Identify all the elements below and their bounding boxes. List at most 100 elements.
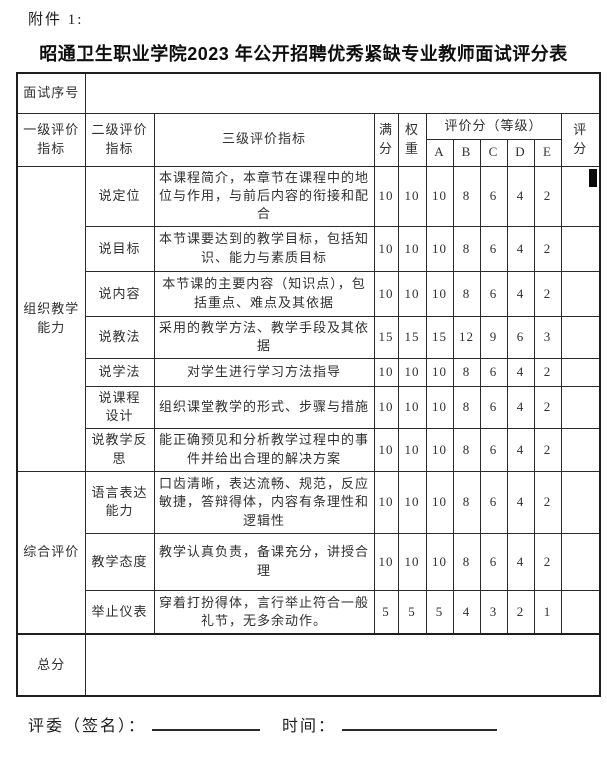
weight-cell: 10 <box>397 270 427 317</box>
interview-number-value-cell[interactable] <box>84 72 601 114</box>
grade-c-cell: 9 <box>479 315 508 359</box>
full-score-cell: 10 <box>373 225 399 272</box>
grade-b-cell: 8 <box>452 385 481 429</box>
grade-e-cell: 2 <box>533 470 562 534</box>
score-input-cell[interactable] <box>560 315 601 359</box>
grade-e-cell: 2 <box>533 427 562 472</box>
grade-c-cell: 6 <box>479 385 508 429</box>
description-cell: 采用的教学方法、教学手段及其依据 <box>153 315 375 359</box>
scan-artifact-mark <box>589 169 597 187</box>
grade-e-cell: 1 <box>533 589 562 635</box>
full-score-cell: 10 <box>373 532 399 591</box>
table-row: 说内容 本节课的主要内容（知识点），包括重点、难点及其依据 10 10 10 8… <box>17 270 601 317</box>
full-score-cell: 10 <box>373 470 399 534</box>
table-row: 综合评价 语言表达 能力 口齿清晰，表达流畅、规范，反应敏捷，答辩得体，内容有条… <box>16 470 601 635</box>
indicator-cell: 说目标 <box>84 225 155 272</box>
description-cell: 能正确预见和分析教学过程中的事件并给出合理的解决方案 <box>153 427 375 472</box>
grade-c-cell: 6 <box>479 270 508 317</box>
total-value-cell[interactable] <box>84 633 601 697</box>
indicator-cell: 说定位 <box>84 165 155 227</box>
description-cell: 本节课要达到的教学目标，包括知识、能力与素质目标 <box>153 225 375 272</box>
judge-signature-label: 评委（签名）： <box>28 718 147 735</box>
grade-d-cell: 4 <box>506 357 535 387</box>
weight-cell: 15 <box>397 315 427 359</box>
header-grade-group: 评价分（等级） <box>425 112 562 140</box>
grade-b-cell: 8 <box>452 470 481 534</box>
weight-cell: 10 <box>397 165 427 227</box>
header-grade-a: A <box>425 138 454 167</box>
description-cell: 口齿清晰，表达流畅、规范，反应敏捷，答辩得体，内容有条理性和逻辑性 <box>153 470 375 534</box>
grade-a-cell: 10 <box>425 270 454 317</box>
table-row: 教学态度 教学认真负责，备课充分，讲授合理 10 10 10 8 6 4 2 <box>17 532 601 591</box>
score-input-cell[interactable] <box>560 532 601 591</box>
grade-e-cell: 2 <box>533 532 562 591</box>
score-input-cell[interactable] <box>560 427 601 472</box>
score-input-cell[interactable] <box>560 470 601 534</box>
attachment-label: 附件 1: <box>28 12 84 28</box>
grade-b-cell: 8 <box>452 532 481 591</box>
grade-a-cell: 10 <box>425 357 454 387</box>
indicator-cell: 说学法 <box>84 357 155 387</box>
grade-a-cell: 10 <box>425 225 454 272</box>
full-score-cell: 10 <box>373 427 399 472</box>
header-grade-e: E <box>533 138 562 167</box>
judge-signature-blank[interactable] <box>152 715 261 731</box>
interview-score-table: 面试序号 一级评价 指标 二级评价 指标 三级评价指标 满 分 权 重 评价分（… <box>16 72 601 698</box>
full-score-cell: 5 <box>373 589 399 635</box>
group-label-comprehensive: 综合评价 <box>16 470 86 635</box>
grade-b-cell: 8 <box>452 270 481 317</box>
total-label: 总分 <box>16 633 86 697</box>
grade-c-cell: 6 <box>479 357 508 387</box>
group-label-teaching: 组织教学 能力 <box>16 165 86 472</box>
grade-a-cell: 5 <box>425 589 454 635</box>
grade-e-cell: 3 <box>533 315 562 359</box>
table-row: 说学法 对学生进行学习方法指导 10 10 10 8 6 4 2 <box>17 357 601 387</box>
grade-d-cell: 4 <box>506 385 535 429</box>
full-score-cell: 10 <box>373 385 399 429</box>
table-row: 举止仪表 穿着打扮得体，言行举止符合一般礼节，无多余动作。 5 5 5 4 3 … <box>17 589 601 635</box>
score-input-cell[interactable] <box>560 385 601 429</box>
full-score-cell: 15 <box>373 315 399 359</box>
header-grade-b: B <box>452 138 481 167</box>
grade-d-cell: 2 <box>506 589 535 635</box>
interview-number-row: 面试序号 <box>16 72 601 114</box>
description-cell: 本课程简介，本章节在课程中的地位与作用，与前后内容的衔接和配合 <box>153 165 375 227</box>
score-input-cell[interactable] <box>560 270 601 317</box>
indicator-cell: 说内容 <box>84 270 155 317</box>
table-row: 说教法 采用的教学方法、教学手段及其依据 15 15 15 12 9 6 3 <box>17 315 601 359</box>
grade-a-cell: 10 <box>425 532 454 591</box>
weight-cell: 10 <box>397 532 427 591</box>
full-score-cell: 10 <box>373 357 399 387</box>
weight-cell: 10 <box>397 225 427 272</box>
score-input-cell[interactable] <box>560 225 601 272</box>
grade-e-cell: 2 <box>533 270 562 317</box>
grade-b-cell: 12 <box>452 315 481 359</box>
header-level2: 二级评价 指标 <box>84 112 155 167</box>
grade-d-cell: 4 <box>506 427 535 472</box>
description-cell: 对学生进行学习方法指导 <box>153 357 375 387</box>
weight-cell: 10 <box>397 385 427 429</box>
description-cell: 本节课的主要内容（知识点），包括重点、难点及其依据 <box>153 270 375 317</box>
table-row: 说教学反 思 能正确预见和分析教学过程中的事件并给出合理的解决方案 10 10 … <box>17 427 601 472</box>
indicator-cell: 举止仪表 <box>84 589 155 635</box>
grade-d-cell: 4 <box>506 532 535 591</box>
indicator-cell: 说课程 设计 <box>84 385 155 429</box>
score-input-cell[interactable] <box>560 357 601 387</box>
table-row: 说课程 设计 组织课堂教学的形式、步骤与措施 10 10 10 8 6 4 2 <box>17 385 601 429</box>
description-cell: 穿着打扮得体，言行举止符合一般礼节，无多余动作。 <box>153 589 375 635</box>
indicator-cell: 教学态度 <box>84 532 155 591</box>
table-row: 组织教学 能力 说定位 本课程简介，本章节在课程中的地位与作用，与前后内容的衔接… <box>16 165 601 472</box>
full-score-cell: 10 <box>373 270 399 317</box>
time-blank[interactable] <box>342 715 498 731</box>
signature-line: 评委（签名）： 时间： <box>28 712 503 736</box>
time-label: 时间： <box>282 718 337 735</box>
indicator-cell: 语言表达 能力 <box>84 470 155 534</box>
grade-c-cell: 6 <box>479 427 508 472</box>
interview-number-label: 面试序号 <box>16 72 86 114</box>
score-input-cell[interactable] <box>560 589 601 635</box>
grade-e-cell: 2 <box>533 357 562 387</box>
header-grade-d: D <box>506 138 535 167</box>
description-cell: 教学认真负责，备课充分，讲授合理 <box>153 532 375 591</box>
page-title: 昭通卫生职业学院2023 年公开招聘优秀紧缺专业教师面试评分表 <box>39 44 568 64</box>
